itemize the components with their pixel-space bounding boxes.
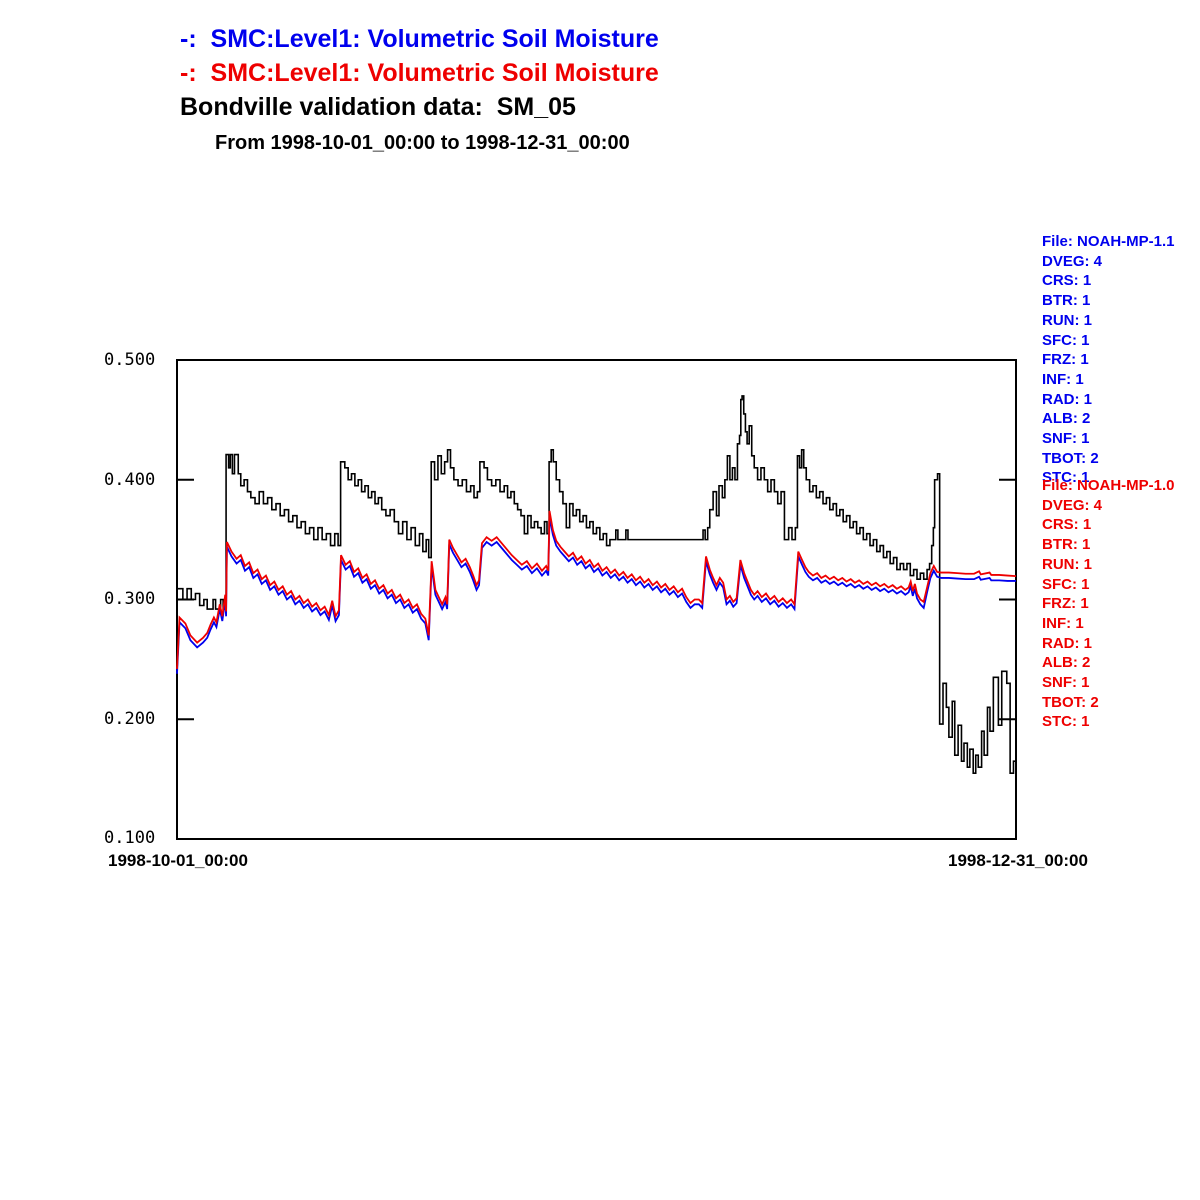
validation-line bbox=[177, 395, 1017, 774]
ytick-label-0.400: 0.400 bbox=[104, 469, 156, 490]
date-range-subtitle: From 1998-10-01_00:00 to 1998-12-31_00:0… bbox=[215, 132, 630, 154]
legend-line: BTR: 1 bbox=[1042, 536, 1091, 554]
legend-line: File: NOAH-MP-1.1 bbox=[1042, 233, 1175, 250]
legend-line: SFC: 1 bbox=[1042, 575, 1090, 593]
legend-line: SNF: 1 bbox=[1042, 674, 1090, 692]
legend-noah-mp-1-0: File: NOAH-MP-1.0 DVEG: 4 CRS: 1 BTR: 1 RUN:… bbox=[1042, 476, 1175, 732]
legend-line: FRZ: 1 bbox=[1042, 595, 1089, 613]
legend-line: RAD: 1 bbox=[1042, 634, 1093, 652]
legend-line: DVEG: 4 bbox=[1042, 252, 1103, 270]
legend-line: RAD: 1 bbox=[1042, 390, 1093, 408]
legend-line: DVEG: 4 bbox=[1042, 496, 1103, 514]
legend-noah-mp-1-1: File: NOAH-MP-1.1 DVEG: 4 CRS: 1 BTR: 1 RUN:… bbox=[1042, 232, 1175, 488]
legend-line: INF: 1 bbox=[1042, 614, 1084, 632]
legend-line: SFC: 1 bbox=[1042, 331, 1090, 349]
legend-line: FRZ: 1 bbox=[1042, 351, 1089, 369]
noah-mp-1-0-line bbox=[176, 510, 1017, 669]
legend-line: ALB: 2 bbox=[1042, 410, 1091, 428]
red-series-title: -: SMC:Level1: Volumetric Soil Moisture bbox=[180, 59, 659, 87]
legend-line: TBOT: 2 bbox=[1042, 449, 1099, 467]
blue-series-title: -: SMC:Level1: Volumetric Soil Moisture bbox=[180, 25, 659, 53]
legend-line: File: NOAH-MP-1.0 bbox=[1042, 477, 1175, 494]
xtick-label-end: 1998-12-31_00:00 bbox=[948, 851, 1088, 870]
legend-line: RUN: 1 bbox=[1042, 311, 1093, 329]
ytick-label-0.300: 0.300 bbox=[104, 589, 156, 609]
legend-line: BTR: 1 bbox=[1042, 292, 1091, 310]
plot-area bbox=[176, 359, 1017, 840]
ytick-label-0.200: 0.200 bbox=[104, 708, 156, 729]
noah-mp-1-1-line bbox=[176, 516, 1016, 674]
ytick-label-0.500: 0.500 bbox=[104, 350, 156, 370]
legend-line: CRS: 1 bbox=[1042, 272, 1092, 290]
ytick-label-0.100: 0.100 bbox=[104, 828, 156, 848]
legend-line: STC: 1 bbox=[1042, 469, 1090, 487]
legend-line: CRS: 1 bbox=[1042, 516, 1092, 534]
axis-box bbox=[176, 359, 1017, 840]
legend-line: ALB: 2 bbox=[1042, 654, 1091, 672]
xtick-label-start: 1998-10-01_00:00 bbox=[108, 851, 248, 870]
legend-line: SNF: 1 bbox=[1042, 430, 1090, 448]
legend-line: INF: 1 bbox=[1042, 370, 1084, 388]
legend-line: TBOT: 2 bbox=[1042, 693, 1099, 711]
validation-title: Bondville validation data: SM_05 bbox=[180, 93, 576, 121]
legend-line: RUN: 1 bbox=[1042, 555, 1093, 573]
legend-line: STC: 1 bbox=[1042, 713, 1090, 731]
